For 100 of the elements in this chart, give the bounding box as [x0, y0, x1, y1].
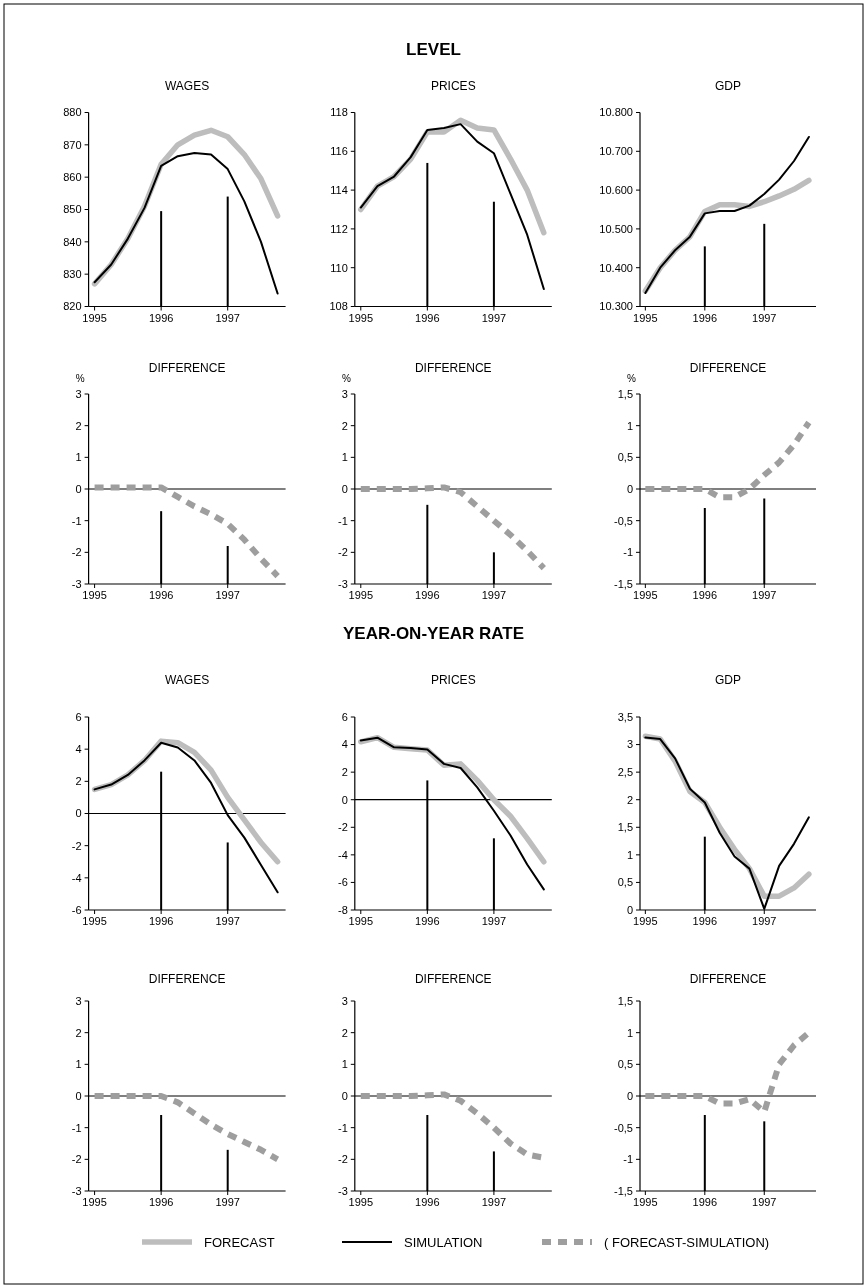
- y-tick-label: -4: [71, 871, 82, 884]
- x-tick-label: 1996: [692, 915, 718, 927]
- x-tick-label: 1997: [752, 589, 777, 601]
- y-tick-label: 0: [341, 793, 348, 806]
- x-tick-label: 1995: [348, 311, 374, 324]
- y-tick-label: 1,5: [617, 994, 633, 1007]
- x-tick-label: 1997: [752, 1196, 777, 1208]
- chart-title: PRICES: [430, 673, 476, 687]
- chart-title: PRICES: [430, 79, 476, 93]
- x-tick-label: 1996: [148, 311, 174, 324]
- y-tick-label: -3: [71, 1184, 82, 1197]
- y-tick-label: 2: [75, 1026, 82, 1039]
- y-tick-label: 0: [75, 1089, 82, 1102]
- x-tick-label: 1997: [481, 1196, 507, 1208]
- y-tick-label: 0: [626, 903, 633, 916]
- y-tick-label: -4: [338, 848, 348, 861]
- y-tick-label: -8: [338, 903, 348, 916]
- y-tick-label: 3: [341, 387, 348, 400]
- legend-label: SIMULATION: [404, 1234, 483, 1250]
- x-tick-label: 1996: [148, 589, 174, 601]
- y-axis-title: %: [75, 373, 85, 384]
- y-tick-label: -1: [71, 514, 82, 527]
- y-tick-label: 0,5: [617, 1058, 633, 1071]
- y-tick-label: -2: [338, 1153, 348, 1166]
- y-tick-label: 114: [330, 183, 348, 196]
- y-tick-label: 2: [75, 419, 82, 432]
- y-tick-label: 820: [63, 300, 82, 313]
- text: LEVEL: [406, 40, 461, 59]
- y-tick-label: 3: [75, 994, 82, 1007]
- y-tick-label: -2: [338, 821, 348, 834]
- y-tick-label: 0: [75, 807, 82, 820]
- chart-title: DIFFERENCE: [689, 972, 767, 986]
- y-tick-label: 10.300: [599, 300, 633, 313]
- y-tick-label: 2: [341, 765, 348, 778]
- x-tick-label: 1996: [415, 311, 440, 324]
- y-tick-label: -1: [338, 1121, 348, 1134]
- y-tick-label: 0: [626, 482, 633, 495]
- y-tick-label: 3,5: [617, 710, 633, 723]
- y-tick-label: 118: [330, 106, 348, 119]
- y-tick-label: 116: [330, 145, 348, 158]
- y-tick-label: 2: [626, 793, 633, 806]
- x-tick-label: 1995: [348, 915, 374, 927]
- x-tick-label: 1995: [633, 915, 658, 927]
- y-tick-label: -0,5: [614, 1121, 633, 1134]
- x-tick-label: 1997: [481, 311, 507, 324]
- y-tick-label: 2,5: [617, 765, 633, 778]
- chart-title: DIFFERENCE: [148, 361, 226, 375]
- y-tick-label: 10.700: [599, 145, 633, 158]
- legend-label: FORECAST: [204, 1234, 275, 1250]
- x-tick-label: 1997: [215, 311, 240, 324]
- x-tick-label: 1996: [692, 589, 718, 601]
- y-tick-label: 0: [626, 1089, 633, 1102]
- y-tick-label: -1,5: [614, 577, 633, 590]
- chart-title: DIFFERENCE: [689, 361, 767, 375]
- y-tick-label: 3: [341, 994, 348, 1007]
- y-tick-label: -2: [71, 1153, 82, 1166]
- chart-title: DIFFERENCE: [414, 361, 492, 375]
- legend-label: ( FORECAST-SIMULATION): [604, 1234, 770, 1250]
- y-tick-label: 830: [63, 268, 82, 281]
- chart-title: GDP: [714, 673, 742, 687]
- y-axis-title: %: [627, 373, 637, 384]
- y-tick-label: 880: [63, 106, 82, 119]
- y-tick-label: 850: [63, 203, 82, 216]
- y-tick-label: 1,5: [617, 387, 633, 400]
- y-tick-label: -2: [338, 546, 348, 559]
- chart-title: DIFFERENCE: [414, 972, 492, 986]
- y-tick-label: 10.500: [599, 222, 633, 235]
- y-tick-label: 110: [330, 261, 348, 274]
- y-tick-label: 108: [329, 300, 348, 313]
- x-tick-label: 1995: [82, 589, 107, 601]
- y-tick-label: 840: [63, 235, 82, 248]
- y-tick-label: -3: [71, 577, 82, 590]
- y-tick-label: -3: [338, 577, 348, 590]
- x-tick-label: 1995: [82, 915, 107, 927]
- y-tick-label: -2: [71, 546, 82, 559]
- x-tick-label: 1995: [82, 1196, 107, 1208]
- y-axis-title: %: [341, 373, 351, 384]
- y-tick-label: -3: [338, 1184, 348, 1197]
- x-tick-label: 1995: [348, 1196, 374, 1208]
- x-tick-label: 1995: [82, 311, 107, 324]
- y-tick-label: -1: [623, 1153, 633, 1166]
- y-tick-label: 10.600: [599, 183, 633, 196]
- y-tick-label: -2: [71, 839, 82, 852]
- chart-title: GDP: [714, 79, 742, 93]
- text: YEAR-ON-YEAR RATE: [342, 624, 525, 643]
- x-tick-label: 1995: [633, 1196, 658, 1208]
- x-tick-label: 1996: [415, 589, 440, 601]
- y-tick-label: -1,5: [614, 1184, 633, 1197]
- y-tick-label: 6: [341, 710, 348, 723]
- x-tick-label: 1996: [692, 311, 718, 324]
- y-tick-label: 0,5: [617, 451, 633, 464]
- x-tick-label: 1995: [633, 311, 658, 324]
- y-tick-label: 1: [626, 848, 633, 861]
- y-tick-label: 1,5: [617, 821, 633, 834]
- y-tick-label: -1: [338, 514, 348, 527]
- y-tick-label: 860: [63, 171, 82, 184]
- y-tick-label: 870: [63, 138, 82, 151]
- x-tick-label: 1997: [481, 915, 507, 927]
- y-tick-label: 0: [341, 482, 348, 495]
- y-tick-label: 2: [75, 775, 82, 788]
